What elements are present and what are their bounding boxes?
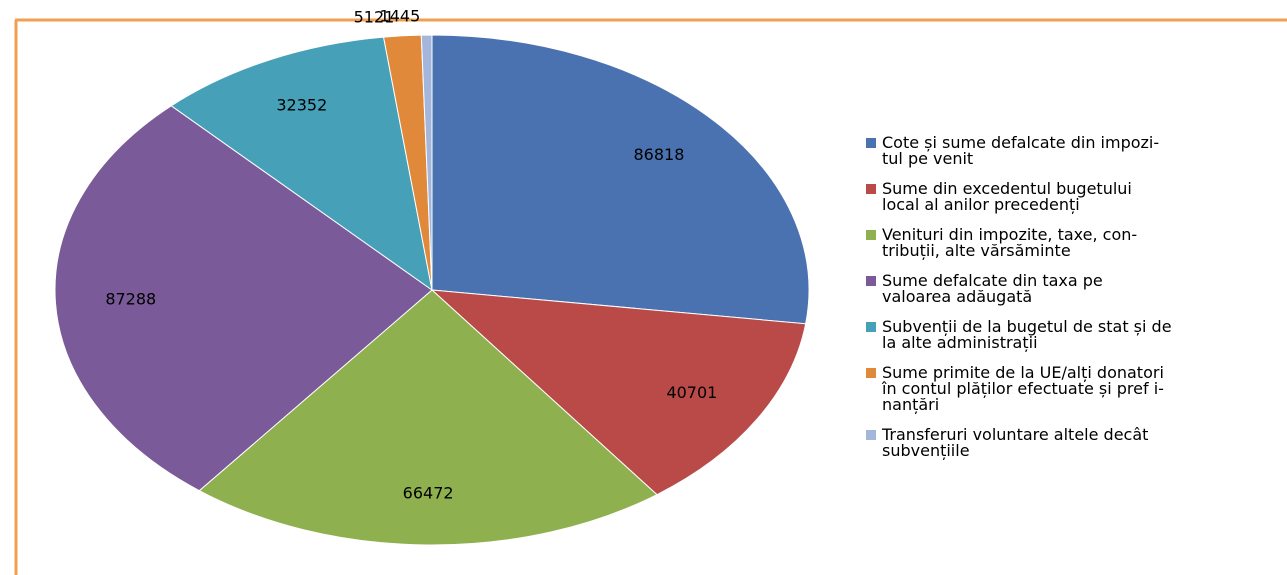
data-label: 5121 [354, 7, 395, 26]
data-label: 40701 [666, 383, 717, 402]
legend-line: la alte administrații [882, 333, 1038, 352]
legend-line: local al anilor precedenți [882, 195, 1080, 214]
pie-slice [431, 34, 810, 325]
legend-label: Transferuri voluntare altele decât subven… [881, 425, 1148, 460]
legend-label: Cote și sume defalcate din impozi-tul pe… [882, 133, 1159, 168]
legend-line: subvențiile [882, 441, 970, 460]
legend-label: Sume din excedentul bugetului local al an… [882, 179, 1132, 214]
legend-line: Sume defalcate din taxa pe [882, 271, 1103, 290]
legend-line: Transferuri voluntare altele decât [881, 425, 1148, 444]
legend-line: tul pe venit [882, 149, 973, 168]
legend-line: Cote și sume defalcate din impozi- [882, 133, 1159, 152]
legend-label: Sume primite de la UE/alți donatori în co… [881, 363, 1164, 414]
legend-marker [866, 230, 876, 240]
legend-line: în contul plăților efectuate și pref i- [881, 379, 1164, 398]
legend-line: tribuții, alte vărsăminte [882, 241, 1071, 260]
data-label: 32352 [276, 95, 327, 114]
pie-slice [430, 289, 807, 496]
legend-line: nanțări [882, 395, 939, 414]
legend-line: valoarea adăugată [882, 287, 1032, 306]
legend-line: Venituri din impozite, taxe, con- [882, 225, 1137, 244]
legend-line: Subvenții de la bugetul de stat și de [882, 317, 1172, 336]
legend-label: Sume defalcate din taxa pe valoarea adăug… [882, 271, 1103, 306]
legend-label: Subvenții de la bugetul de stat și de la … [882, 317, 1172, 352]
legend-marker [866, 368, 876, 378]
legend-marker [866, 138, 876, 148]
legend-marker [866, 322, 876, 332]
legend-marker [866, 276, 876, 286]
pie-slice [198, 289, 658, 546]
data-label: 86818 [633, 145, 684, 164]
data-label: 87288 [105, 290, 156, 309]
legend-label: Venituri din impozite, taxe, con-tribuți… [882, 225, 1137, 260]
legend-line: Sume din excedentul bugetului [882, 179, 1132, 198]
data-label: 1445 [380, 7, 421, 26]
legend-marker [866, 430, 876, 440]
data-label: 66472 [403, 483, 454, 502]
pie-slice [54, 105, 433, 492]
legend-marker [866, 184, 876, 194]
legend-line: Sume primite de la UE/alți donatori [882, 363, 1164, 382]
pie-slice [420, 34, 433, 291]
pie-slice [170, 36, 433, 292]
